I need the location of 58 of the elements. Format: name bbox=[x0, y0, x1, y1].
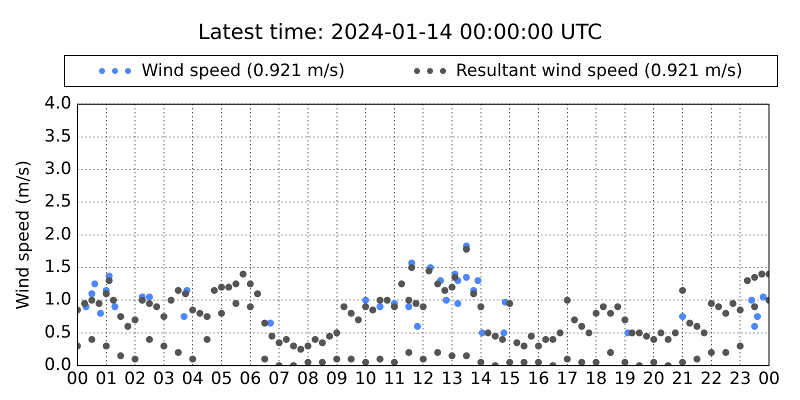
x-tick-label: 23 bbox=[729, 369, 752, 390]
point bbox=[91, 280, 98, 288]
point bbox=[754, 313, 761, 320]
y-tick-label: 2.5 bbox=[44, 192, 72, 212]
point bbox=[414, 322, 421, 330]
y-tick-label: 0.5 bbox=[44, 322, 72, 342]
x-tick-label: 16 bbox=[528, 369, 550, 390]
x-tick-label: 07 bbox=[268, 369, 290, 390]
point bbox=[362, 296, 370, 304]
y-tick-label: 1.5 bbox=[44, 256, 72, 277]
point bbox=[111, 303, 118, 310]
x-tick-label: 18 bbox=[585, 369, 607, 390]
x-tick-label: 06 bbox=[240, 369, 262, 390]
x-tick-label: 10 bbox=[354, 369, 376, 390]
x-tick-label: 21 bbox=[672, 369, 694, 390]
x-tick-label: 20 bbox=[642, 369, 665, 390]
point bbox=[146, 293, 153, 300]
x-tick-label: 02 bbox=[124, 369, 146, 390]
point bbox=[462, 274, 470, 281]
point bbox=[474, 277, 482, 284]
x-tick-label: 09 bbox=[326, 369, 348, 390]
point bbox=[760, 293, 767, 300]
point bbox=[405, 303, 412, 310]
point bbox=[442, 296, 450, 304]
point bbox=[88, 290, 96, 298]
point bbox=[376, 303, 384, 310]
point bbox=[679, 313, 686, 320]
point bbox=[751, 322, 758, 330]
point bbox=[748, 296, 756, 304]
x-tick-label: 17 bbox=[556, 369, 578, 390]
x-tick-label: 04 bbox=[182, 369, 204, 390]
point bbox=[267, 320, 274, 327]
x-tick-label: 03 bbox=[153, 369, 175, 390]
y-tick-label: 1.0 bbox=[44, 290, 72, 310]
x-tick-label: 15 bbox=[498, 369, 520, 390]
y-tick-label: 2.0 bbox=[44, 224, 72, 244]
point bbox=[96, 310, 104, 317]
x-tick-label: 00 bbox=[758, 369, 780, 390]
x-tick-label: 13 bbox=[441, 369, 463, 390]
chart-title: Latest time: 2024-01-14 00:00:00 UTC bbox=[196, 20, 604, 44]
x-tick-label: 14 bbox=[470, 369, 492, 390]
x-tick-label: 05 bbox=[210, 369, 232, 390]
legend-label: Resultant wind speed (0.921 m/s) bbox=[456, 61, 742, 81]
x-tick-label: 12 bbox=[412, 369, 434, 390]
point bbox=[500, 329, 508, 336]
x-tick-label: 00 bbox=[66, 369, 88, 390]
x-tick-label: 01 bbox=[95, 369, 118, 390]
y-axis-title: Wind speed (m/s) bbox=[14, 160, 34, 310]
y-tick-label: 3.0 bbox=[44, 158, 72, 179]
legend-label: Wind speed (0.921 m/s) bbox=[141, 61, 345, 81]
x-tick-label: 11 bbox=[384, 369, 406, 390]
point bbox=[454, 300, 462, 308]
x-tick-label: 22 bbox=[700, 369, 722, 390]
y-tick-label: 4.0 bbox=[44, 94, 72, 114]
y-tick-label: 3.5 bbox=[44, 126, 72, 146]
x-tick-label: 08 bbox=[297, 369, 319, 390]
x-tick-label: 19 bbox=[614, 369, 636, 390]
point bbox=[180, 313, 188, 320]
